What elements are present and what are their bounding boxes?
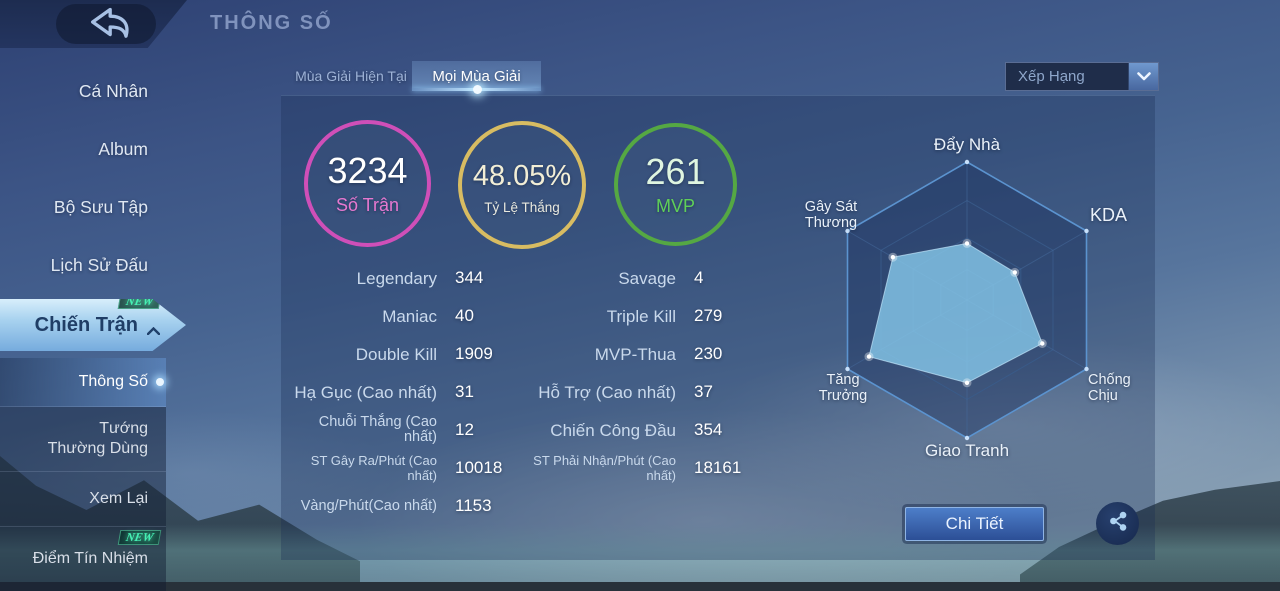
stat-value: 12	[455, 420, 474, 439]
tab-current-season[interactable]: Mùa Giải Hiện Tại	[295, 68, 407, 84]
mvp-circle: 261 MVP	[614, 123, 737, 246]
stats-column-right: Savage 4 Triple Kill 279 MVP-Thua 230 Hỗ Trợ (…	[526, 259, 764, 487]
submenu-item-label: Xem Lại	[89, 490, 148, 507]
stat-value: 10018	[455, 458, 503, 477]
submenu-item-tuong-thuong-dung[interactable]: Tướng Thường Dùng	[0, 407, 166, 472]
stat-label: Legendary	[356, 268, 437, 288]
stat-label: Chuỗi Thắng (Cao nhất)	[318, 414, 437, 445]
stat-value: 354	[694, 420, 723, 439]
stat-value: 230	[694, 344, 723, 363]
stat-row: ST Phải Nhận/Phút (Cao nhất) 18161	[526, 449, 764, 487]
stat-value: 344	[455, 268, 484, 287]
winrate-value: 48.05%	[472, 159, 572, 192]
rank-filter-dropdown[interactable]: Xếp Hạng	[1005, 62, 1159, 91]
share-button[interactable]	[1096, 502, 1139, 545]
chevron-down-icon	[1128, 63, 1158, 90]
submenu-item-label: Điểm Tín Nhiệm	[32, 550, 148, 567]
stat-value: 40	[455, 306, 474, 325]
stat-row: Double Kill 1909	[287, 335, 525, 373]
stat-value: 18161	[694, 458, 742, 477]
radar-axis-giao-tranh: Giao Tranh	[924, 441, 1010, 460]
stats-column-left: Legendary 344 Maniac 40 Double Kill 1909 Hạ Gụ…	[287, 259, 525, 525]
radar-axis-kda: KDA	[1090, 205, 1128, 225]
submenu-item-label: Tướng Thường Dùng	[47, 420, 148, 457]
stat-value: 31	[455, 382, 474, 401]
stat-value: 279	[694, 306, 723, 325]
stat-row: Maniac 40	[287, 297, 525, 335]
stat-row: Legendary 344	[287, 259, 525, 297]
sidebar-submenu: Thông Số Tướng Thường Dùng Xem Lại NEW Đ…	[0, 358, 166, 591]
matches-label: Số Trận	[335, 195, 400, 215]
matches-value: 3234	[327, 150, 408, 191]
active-indicator-dot	[156, 378, 164, 386]
new-badge: NEW	[117, 530, 162, 545]
mvp-label: MVP	[655, 196, 695, 216]
tab-active-dot	[472, 85, 482, 94]
submenu-item-xem-lai[interactable]: Xem Lại	[0, 472, 166, 527]
sidebar-item-label: Chiến Trận	[34, 313, 138, 336]
stat-row: Chiến Công Đầu 354	[526, 411, 764, 449]
matches-circle: 3234 Số Trận	[304, 120, 431, 247]
submenu-item-diem-tin-nhiem[interactable]: NEW Điểm Tín Nhiệm	[0, 527, 166, 591]
stat-value: 1909	[455, 344, 493, 363]
sidebar-item-album[interactable]: Album	[98, 138, 148, 159]
radar-axis-tang-truong: Tăng Trưởng	[818, 372, 868, 404]
stat-label: Chiến Công Đầu	[550, 420, 676, 440]
stat-label: ST Phải Nhận/Phút (Cao nhất)	[533, 453, 676, 483]
radar-chart	[817, 150, 1117, 450]
chevron-up-icon	[146, 322, 161, 336]
stat-row: Hạ Gục (Cao nhất) 31	[287, 373, 525, 411]
tab-all-seasons[interactable]: Mọi Mùa Giải	[412, 61, 541, 94]
stat-label: Vàng/Phút(Cao nhất)	[300, 497, 437, 514]
radar-axis-gay-sat-thuong: Gây Sát Thương	[804, 199, 858, 231]
stat-label: ST Gây Ra/Phút (Cao nhất)	[310, 453, 437, 483]
bottom-strip	[0, 582, 1280, 591]
sidebar-item-lich-su-dau[interactable]: Lịch Sử Đấu	[50, 254, 148, 275]
share-icon	[1107, 510, 1129, 537]
new-badge: NEW	[117, 299, 162, 309]
stat-row: MVP-Thua 230	[526, 335, 764, 373]
submenu-item-thong-so[interactable]: Thông Số	[0, 358, 166, 407]
sidebar-item-ca-nhan[interactable]: Cá Nhân	[78, 80, 148, 101]
stat-row: Savage 4	[526, 259, 764, 297]
stat-label: Triple Kill	[606, 306, 676, 326]
stat-value: 4	[694, 268, 704, 287]
stat-row: Chuỗi Thắng (Cao nhất) 12	[287, 411, 525, 449]
stat-row: Vàng/Phút(Cao nhất) 1153	[287, 487, 525, 525]
mvp-value: 261	[645, 151, 706, 192]
back-arrow-icon	[81, 5, 131, 44]
stat-row: Triple Kill 279	[526, 297, 764, 335]
stat-value: 37	[694, 382, 713, 401]
stat-label: Hạ Gục (Cao nhất)	[294, 382, 437, 402]
stat-row: ST Gây Ra/Phút (Cao nhất) 10018	[287, 449, 525, 487]
stat-label: MVP-Thua	[594, 344, 676, 364]
tab-label: Mọi Mùa Giải	[432, 67, 521, 85]
stat-value: 1153	[455, 496, 492, 515]
stat-label: Double Kill	[355, 344, 437, 364]
dropdown-value: Xếp Hạng	[1018, 68, 1085, 85]
sidebar-item-bo-suu-tap[interactable]: Bộ Sưu Tập	[53, 196, 148, 217]
sidebar-item-chien-tran[interactable]: Chiến Trận NEW	[0, 299, 186, 351]
radar-axis-chong-chiu: Chống Chịu	[1088, 372, 1131, 404]
submenu-item-label: Thông Số	[78, 373, 148, 390]
stat-label: Maniac	[382, 306, 437, 326]
page-title: THÔNG SỐ	[210, 12, 333, 34]
stat-label: Hỗ Trợ (Cao nhất)	[538, 382, 676, 402]
radar-axis-day-nha: Đẩy Nhà	[933, 135, 1001, 154]
detail-button[interactable]: Chi Tiết	[905, 507, 1044, 541]
stat-label: Savage	[618, 268, 676, 288]
winrate-label: Tỷ Lệ Thắng	[484, 199, 560, 215]
winrate-circle: 48.05% Tỷ Lệ Thắng	[458, 121, 586, 249]
stat-row: Hỗ Trợ (Cao nhất) 37	[526, 373, 764, 411]
back-button[interactable]	[56, 4, 156, 44]
